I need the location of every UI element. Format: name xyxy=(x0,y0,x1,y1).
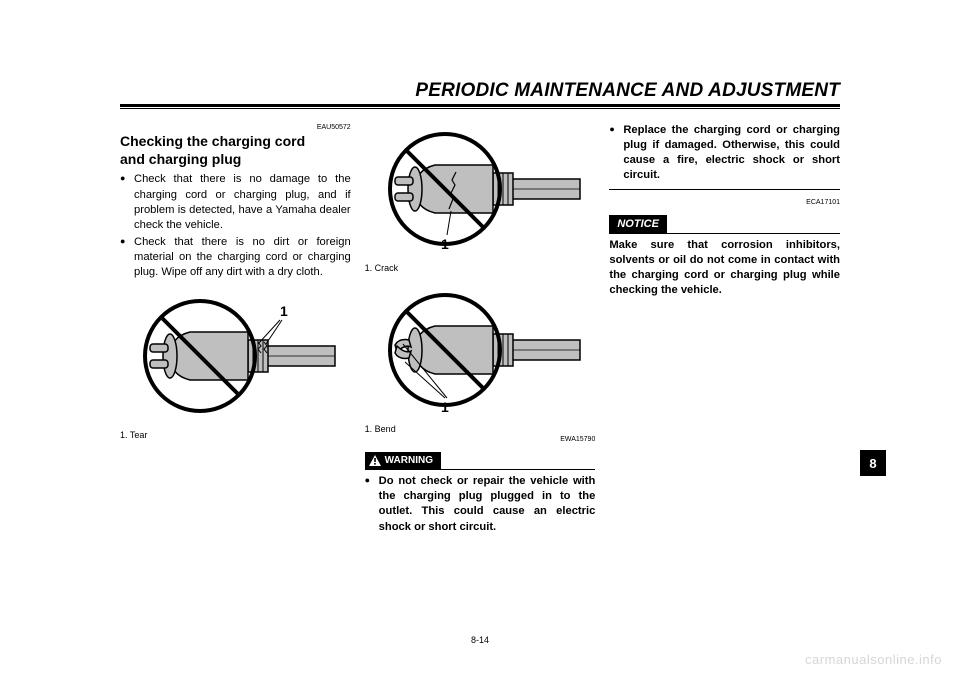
section-heading-line1: Checking the charging cord xyxy=(120,133,305,149)
notice-body: Make sure that corrosion inhibitors, sol… xyxy=(609,238,840,298)
warning-label: WARNING xyxy=(365,452,441,470)
bullet-list: Check that there is no damage to the cha… xyxy=(120,172,351,280)
column-2: 1 1. Crack xyxy=(365,123,596,537)
ref-code: EWA15790 xyxy=(365,435,596,444)
warning-rule xyxy=(365,469,596,470)
page-number: 8-14 xyxy=(471,635,489,645)
divider xyxy=(609,189,840,190)
warning-icon xyxy=(369,455,381,466)
svg-text:1: 1 xyxy=(441,236,449,252)
page-title: PERIODIC MAINTENANCE AND ADJUSTMENT xyxy=(120,80,840,105)
header-rule xyxy=(120,105,840,109)
figure-tear: 1 xyxy=(130,290,340,425)
svg-text:1: 1 xyxy=(280,303,288,319)
section-heading-line2: and charging plug xyxy=(120,151,241,167)
figure-bend: 1 xyxy=(375,284,585,419)
column-1: EAU50572 Checking the charging cord and … xyxy=(120,123,351,537)
watermark: carmanualsonline.info xyxy=(805,652,942,667)
ref-code: EAU50572 xyxy=(120,123,351,132)
columns: EAU50572 Checking the charging cord and … xyxy=(120,123,840,537)
warning-list: Do not check or repair the vehicle with … xyxy=(365,474,596,534)
figure-caption: 1. Bend xyxy=(365,423,596,435)
list-item: Do not check or repair the vehicle with … xyxy=(365,474,596,534)
ref-code: ECA17101 xyxy=(609,198,840,207)
figure-caption: 1. Tear xyxy=(120,429,351,441)
section-heading: Checking the charging cord and charging … xyxy=(120,133,351,168)
list-item: Replace the charging cord or charging pl… xyxy=(609,123,840,183)
svg-text:1: 1 xyxy=(441,399,449,415)
list-item: Check that there is no dirt or foreign m… xyxy=(120,235,351,280)
list-item: Check that there is no damage to the cha… xyxy=(120,172,351,232)
notice-label: NOTICE xyxy=(609,215,667,234)
bullet-list: Replace the charging cord or charging pl… xyxy=(609,123,840,183)
page-content: PERIODIC MAINTENANCE AND ADJUSTMENT EAU5… xyxy=(120,80,840,537)
figure-crack: 1 xyxy=(375,123,585,258)
chapter-tab: 8 xyxy=(860,450,886,476)
figure-caption: 1. Crack xyxy=(365,262,596,274)
warning-text: WARNING xyxy=(385,454,433,468)
column-3: Replace the charging cord or charging pl… xyxy=(609,123,840,537)
